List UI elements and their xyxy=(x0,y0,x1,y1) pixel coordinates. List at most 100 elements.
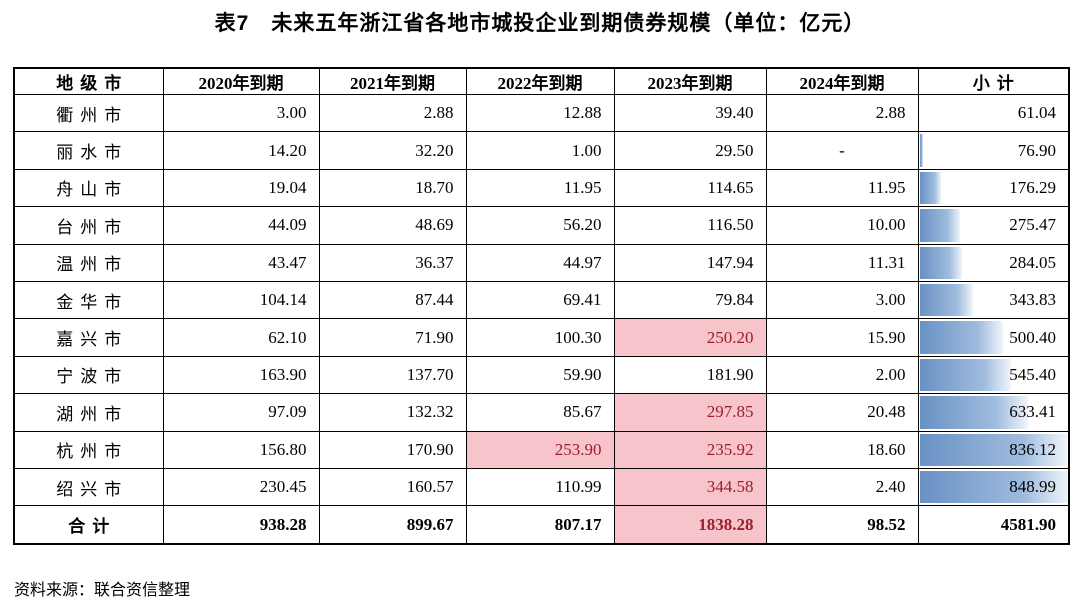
subtotal-value: 61.04 xyxy=(1017,103,1056,123)
value-cell: 230.45 xyxy=(162,467,320,507)
subtotal-cell: 836.12 xyxy=(917,430,1070,469)
city-cell: 温州市 xyxy=(13,243,164,282)
subtotal-value: 176.29 xyxy=(1009,177,1056,197)
subtotal-data-bar xyxy=(919,433,1067,466)
column-header: 地级市 xyxy=(13,67,164,95)
table-row: 丽水市 14.20 32.20 1.00 29.50- 76.90 xyxy=(13,131,1070,170)
value-cell: 250.20 xyxy=(613,318,767,357)
value-cell: 32.20 xyxy=(318,131,467,170)
value-cell: 87.44 xyxy=(318,280,467,320)
subtotal-data-bar xyxy=(919,209,961,242)
subtotal-data-bar xyxy=(919,134,923,167)
city-cell: 衢州市 xyxy=(13,93,164,133)
city-cell: 宁波市 xyxy=(13,355,164,395)
table-row: 金华市 104.14 87.44 69.41 79.84 3.00 343.83 xyxy=(13,280,1070,320)
table-row: 绍兴市 230.45 160.57 110.99 344.58 2.40 848.99 xyxy=(13,467,1070,507)
column-header: 2022年到期 xyxy=(465,67,615,95)
value-cell: 137.70 xyxy=(318,355,467,395)
city-cell: 绍兴市 xyxy=(13,467,164,507)
value-cell: 147.94 xyxy=(613,243,767,282)
value-cell: 62.10 xyxy=(162,318,320,357)
subtotal-value: 4581.90 xyxy=(1000,514,1056,534)
value-cell: 11.95 xyxy=(465,168,615,208)
table-row: 台州市 44.09 48.69 56.20 116.50 10.00 275.47 xyxy=(13,206,1070,245)
total-row: 合计 938.28 899.67 807.17 1838.28 98.52 4581.90 xyxy=(13,505,1070,545)
value-cell: 2.40 xyxy=(765,467,919,507)
subtotal-value: 275.47 xyxy=(1009,215,1056,235)
value-cell: 160.57 xyxy=(318,467,467,507)
subtotal-value: 848.99 xyxy=(1009,477,1056,497)
city-cell: 金华市 xyxy=(13,280,164,320)
subtotal-value: 343.83 xyxy=(1009,290,1056,310)
value-cell: 3.00 xyxy=(162,93,320,133)
value-cell: 18.60 xyxy=(765,430,919,469)
table-body: 衢州市 3.00 2.88 12.88 39.40 2.88 61.04 丽水市 14.20 32… xyxy=(13,93,1070,545)
value-cell: - xyxy=(765,131,919,170)
value-cell: 48.69 xyxy=(318,206,467,245)
value-cell: 253.90 xyxy=(465,430,615,469)
city-cell: 嘉兴市 xyxy=(13,318,164,357)
subtotal-cell: 633.41 xyxy=(917,393,1070,432)
value-cell: 29.50 xyxy=(613,131,767,170)
value-cell: 39.40 xyxy=(613,93,767,133)
value-cell: 20.48 xyxy=(765,393,919,432)
value-cell: 110.99 xyxy=(465,467,615,507)
table-row: 嘉兴市 62.10 71.90 100.30 250.20 15.90 500.40 xyxy=(13,318,1070,357)
city-cell: 台州市 xyxy=(13,206,164,245)
value-cell: 59.90 xyxy=(465,355,615,395)
value-cell: 44.97 xyxy=(465,243,615,282)
value-cell: 3.00 xyxy=(765,280,919,320)
subtotal-cell: 61.04 xyxy=(917,93,1070,133)
value-cell: 98.52 xyxy=(765,505,919,545)
value-cell: 1.00 xyxy=(465,131,615,170)
value-cell: 2.00 xyxy=(765,355,919,395)
value-cell: 14.20 xyxy=(162,131,320,170)
subtotal-data-bar xyxy=(919,321,1003,354)
value-cell: 100.30 xyxy=(465,318,615,357)
value-cell: 235.92 xyxy=(613,430,767,469)
table-row: 杭州市 156.80 170.90 253.90 235.92 18.60 836.12 xyxy=(13,430,1070,469)
city-cell: 合计 xyxy=(13,505,164,545)
value-cell: 1838.28 xyxy=(613,505,767,545)
subtotal-data-bar xyxy=(919,246,962,279)
column-header: 2021年到期 xyxy=(318,67,467,95)
value-cell: 71.90 xyxy=(318,318,467,357)
subtotal-cell: 848.99 xyxy=(917,467,1070,507)
value-cell: 44.09 xyxy=(162,206,320,245)
value-cell: 2.88 xyxy=(765,93,919,133)
subtotal-value: 284.05 xyxy=(1009,252,1056,272)
value-cell: 19.04 xyxy=(162,168,320,208)
subtotal-cell: 275.47 xyxy=(917,206,1070,245)
table-row: 宁波市 163.90 137.70 59.90 181.90 2.00 545.40 xyxy=(13,355,1070,395)
bond-maturity-table: 地级市 2020年到期 2021年到期 2022年到期 2023年到期 2024年到期 小计… xyxy=(13,67,1070,545)
value-cell: 97.09 xyxy=(162,393,320,432)
value-cell: 156.80 xyxy=(162,430,320,469)
table-row: 衢州市 3.00 2.88 12.88 39.40 2.88 61.04 xyxy=(13,93,1070,133)
value-cell: 11.31 xyxy=(765,243,919,282)
column-header: 2023年到期 xyxy=(613,67,767,95)
value-cell: 344.58 xyxy=(613,467,767,507)
city-cell: 舟山市 xyxy=(13,168,164,208)
value-cell: 43.47 xyxy=(162,243,320,282)
subtotal-data-bar xyxy=(919,358,1012,392)
value-cell: 12.88 xyxy=(465,93,615,133)
value-cell: 36.37 xyxy=(318,243,467,282)
value-cell: 18.70 xyxy=(318,168,467,208)
table-header: 地级市 2020年到期 2021年到期 2022年到期 2023年到期 2024年到期 小计 xyxy=(13,67,1070,95)
value-cell: 10.00 xyxy=(765,206,919,245)
column-header: 2024年到期 xyxy=(765,67,919,95)
table-row: 舟山市 19.04 18.70 11.95 114.65 11.95 176.29 xyxy=(13,168,1070,208)
header-row: 地级市 2020年到期 2021年到期 2022年到期 2023年到期 2024年到期 小计 xyxy=(13,67,1070,95)
subtotal-cell: 4581.90 xyxy=(917,505,1070,545)
column-header: 小计 xyxy=(917,67,1070,95)
subtotal-value: 545.40 xyxy=(1009,364,1056,384)
value-cell: 132.32 xyxy=(318,393,467,432)
subtotal-cell: 76.90 xyxy=(917,131,1070,170)
value-cell: 114.65 xyxy=(613,168,767,208)
city-cell: 丽水市 xyxy=(13,131,164,170)
source-note: 资料来源：联合资信整理 xyxy=(14,582,191,599)
city-cell: 杭州市 xyxy=(13,430,164,469)
table-title: 表7 未来五年浙江省各地市城投企业到期债券规模（单位：亿元） xyxy=(214,12,866,35)
subtotal-data-bar xyxy=(919,283,974,317)
value-cell: 938.28 xyxy=(162,505,320,545)
